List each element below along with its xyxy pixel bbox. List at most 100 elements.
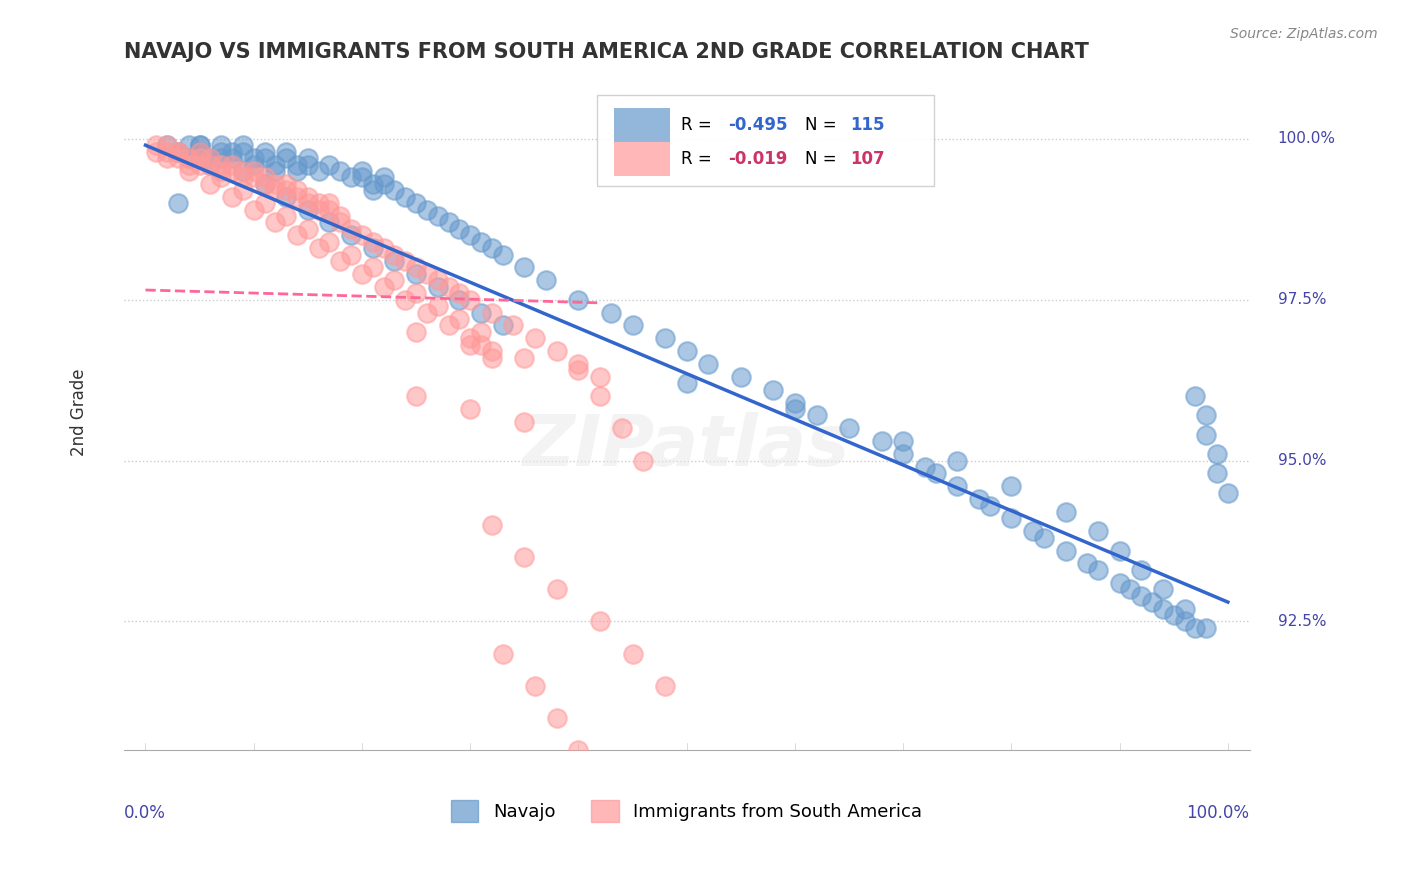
Point bbox=[308, 196, 330, 211]
FancyBboxPatch shape bbox=[596, 95, 935, 186]
Point bbox=[200, 157, 222, 171]
Point bbox=[276, 209, 298, 223]
Point bbox=[405, 389, 427, 403]
Point bbox=[458, 228, 481, 243]
Point bbox=[426, 209, 449, 223]
Point bbox=[285, 228, 308, 243]
Point bbox=[209, 157, 232, 171]
Point bbox=[1076, 557, 1098, 571]
Point bbox=[979, 499, 1001, 513]
Point bbox=[285, 183, 308, 197]
Point bbox=[458, 337, 481, 351]
Point bbox=[405, 196, 427, 211]
Point bbox=[481, 351, 503, 365]
Point bbox=[1087, 563, 1109, 577]
Point bbox=[1152, 582, 1174, 597]
Point bbox=[567, 363, 589, 377]
Point bbox=[209, 145, 232, 159]
Point bbox=[470, 337, 492, 351]
Point bbox=[242, 170, 264, 185]
Point bbox=[481, 241, 503, 255]
Point bbox=[458, 402, 481, 417]
Point bbox=[232, 170, 254, 185]
Point bbox=[329, 215, 352, 229]
Point bbox=[209, 170, 232, 185]
Point bbox=[200, 151, 222, 165]
Point bbox=[188, 157, 211, 171]
Point bbox=[967, 492, 990, 507]
Point bbox=[405, 260, 427, 275]
Point bbox=[329, 164, 352, 178]
Point bbox=[177, 164, 200, 178]
Point bbox=[340, 247, 363, 261]
Point bbox=[253, 170, 276, 185]
Point bbox=[200, 157, 222, 171]
Point bbox=[167, 196, 190, 211]
Text: N =: N = bbox=[804, 150, 842, 168]
Point bbox=[318, 196, 340, 211]
Point bbox=[589, 389, 612, 403]
Point bbox=[513, 549, 536, 564]
Point bbox=[654, 679, 676, 693]
Point bbox=[232, 145, 254, 159]
Point bbox=[350, 170, 373, 185]
Point bbox=[167, 145, 190, 159]
Point bbox=[297, 151, 319, 165]
Point bbox=[221, 164, 243, 178]
Text: 100.0%: 100.0% bbox=[1187, 805, 1250, 822]
Point bbox=[232, 164, 254, 178]
Point bbox=[762, 383, 785, 397]
Point bbox=[426, 279, 449, 293]
Point bbox=[200, 151, 222, 165]
Point bbox=[329, 209, 352, 223]
Point bbox=[242, 164, 264, 178]
Point bbox=[437, 279, 460, 293]
Point bbox=[177, 157, 200, 171]
Point bbox=[675, 344, 697, 359]
Point bbox=[405, 286, 427, 301]
Point bbox=[449, 312, 471, 326]
Point bbox=[567, 357, 589, 371]
Point bbox=[276, 177, 298, 191]
Point bbox=[1022, 524, 1045, 539]
Point bbox=[1184, 621, 1206, 635]
Point bbox=[188, 138, 211, 153]
Point bbox=[1216, 485, 1239, 500]
Point bbox=[470, 305, 492, 319]
Point bbox=[253, 196, 276, 211]
Text: 0.0%: 0.0% bbox=[124, 805, 166, 822]
Point bbox=[285, 190, 308, 204]
Point bbox=[891, 434, 914, 449]
Point bbox=[1108, 575, 1130, 590]
Point bbox=[426, 299, 449, 313]
Point bbox=[177, 151, 200, 165]
Point bbox=[145, 138, 167, 153]
Point bbox=[242, 202, 264, 217]
Point bbox=[156, 138, 179, 153]
Point bbox=[373, 177, 395, 191]
Point bbox=[221, 157, 243, 171]
Text: -0.495: -0.495 bbox=[728, 116, 787, 134]
Point bbox=[156, 151, 179, 165]
Point bbox=[654, 331, 676, 345]
Point bbox=[730, 369, 752, 384]
Point bbox=[297, 157, 319, 171]
Point bbox=[891, 447, 914, 461]
Text: R =: R = bbox=[681, 150, 717, 168]
Point bbox=[209, 151, 232, 165]
Point bbox=[870, 434, 893, 449]
Text: NAVAJO VS IMMIGRANTS FROM SOUTH AMERICA 2ND GRADE CORRELATION CHART: NAVAJO VS IMMIGRANTS FROM SOUTH AMERICA … bbox=[124, 42, 1088, 62]
Point bbox=[416, 305, 439, 319]
Point bbox=[1206, 447, 1229, 461]
Point bbox=[470, 325, 492, 339]
Point bbox=[350, 267, 373, 281]
Point bbox=[838, 421, 860, 435]
Point bbox=[534, 273, 557, 287]
Point bbox=[145, 145, 167, 159]
Point bbox=[167, 145, 190, 159]
Point bbox=[340, 170, 363, 185]
Point bbox=[1140, 595, 1163, 609]
Text: R =: R = bbox=[681, 116, 717, 134]
Point bbox=[384, 183, 406, 197]
Point bbox=[264, 215, 287, 229]
